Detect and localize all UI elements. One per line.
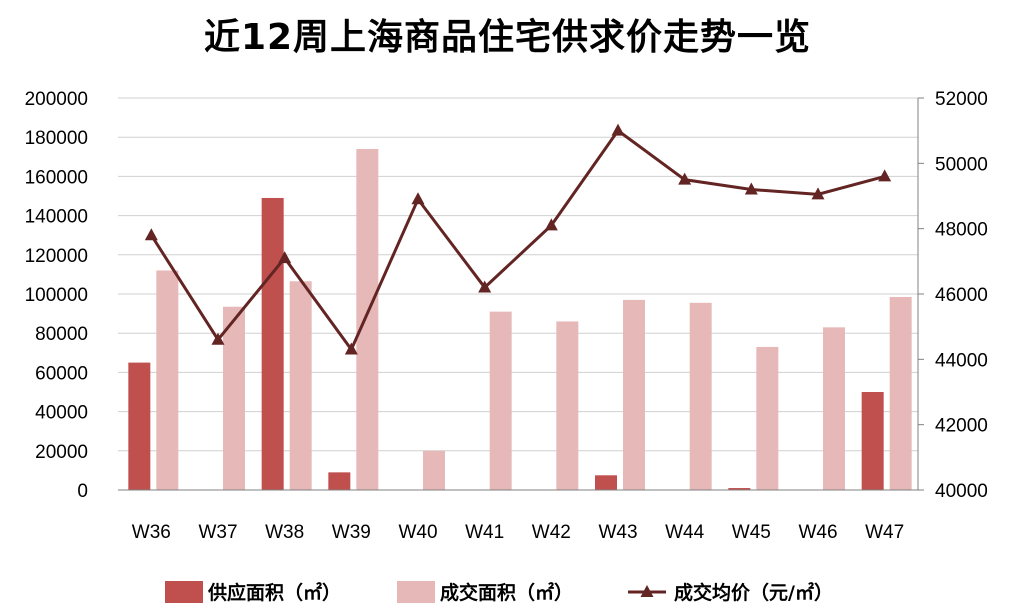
right-tick-label: 48000 bbox=[935, 220, 988, 241]
left-tick-label: 60000 bbox=[35, 363, 88, 384]
right-tick-label: 52000 bbox=[935, 89, 988, 110]
price-point bbox=[611, 123, 625, 136]
price-point bbox=[211, 332, 225, 345]
deal-bar bbox=[556, 321, 579, 490]
supply-bar bbox=[861, 392, 884, 490]
deal-bar bbox=[156, 270, 179, 490]
supply-bar bbox=[128, 362, 151, 490]
category-label: W46 bbox=[798, 522, 837, 543]
category-label: W41 bbox=[465, 522, 504, 543]
price-line-path bbox=[150, 128, 886, 353]
left-tick-label: 200000 bbox=[25, 89, 88, 110]
price-point bbox=[878, 169, 892, 182]
price-point bbox=[344, 342, 358, 355]
legend-label-deal: 成交面积（㎡） bbox=[440, 581, 573, 604]
deal-bar bbox=[689, 302, 712, 490]
right-tick-label: 46000 bbox=[935, 285, 988, 306]
left-tick-label: 20000 bbox=[35, 442, 88, 463]
left-tick-label: 140000 bbox=[25, 207, 88, 228]
left-tick-label: 40000 bbox=[35, 403, 88, 424]
category-label: W40 bbox=[398, 522, 437, 543]
axes bbox=[118, 98, 919, 491]
category-label: W47 bbox=[865, 522, 904, 543]
category-label: W39 bbox=[332, 522, 371, 543]
left-tick-label: 80000 bbox=[35, 324, 88, 345]
category-labels: W36 W37 W38 W39 W40 W41 W42 W43 W44 W45 W46 W47 bbox=[132, 522, 904, 543]
left-tick-label: 120000 bbox=[25, 246, 88, 267]
deal-bar bbox=[223, 306, 245, 490]
price-point bbox=[744, 182, 758, 195]
legend: 供应面积（㎡） 成交面积（㎡） 成交均价（元/㎡） bbox=[165, 581, 833, 604]
supply-bar bbox=[328, 472, 351, 490]
right-tick-label: 44000 bbox=[935, 350, 988, 371]
category-label: W45 bbox=[732, 522, 771, 543]
legend-swatch-supply bbox=[165, 581, 203, 603]
right-axis: 40000 42000 44000 46000 48000 50000 52000 bbox=[918, 89, 988, 502]
legend-label-supply: 供应面积（㎡） bbox=[207, 581, 341, 604]
deal-bar bbox=[423, 450, 445, 490]
legend-swatch-deal bbox=[397, 581, 435, 603]
right-tick-label: 50000 bbox=[935, 154, 988, 175]
deal-bar bbox=[489, 311, 512, 490]
legend-label-price: 成交均价（元/㎡） bbox=[674, 581, 833, 604]
category-label: W42 bbox=[532, 522, 571, 543]
deal-bar bbox=[289, 281, 312, 490]
category-label: W36 bbox=[132, 522, 171, 543]
right-tick-label: 42000 bbox=[935, 416, 988, 437]
price-point bbox=[811, 187, 825, 200]
left-axis: 0 20000 40000 60000 80000 100000 120000 140000 1… bbox=[25, 89, 88, 502]
supply-bar bbox=[728, 488, 751, 490]
legend-swatch-price-marker bbox=[640, 585, 654, 597]
bars bbox=[128, 148, 912, 490]
deal-bar bbox=[756, 346, 779, 490]
price-point bbox=[544, 218, 558, 231]
price-point bbox=[278, 251, 292, 264]
deal-bar bbox=[623, 299, 645, 490]
deal-bar bbox=[356, 148, 379, 490]
right-tick-label: 40000 bbox=[935, 481, 988, 502]
price-point bbox=[411, 192, 425, 205]
left-tick-label: 100000 bbox=[25, 285, 88, 306]
price-point bbox=[678, 172, 692, 185]
price-point bbox=[478, 280, 492, 293]
category-label: W37 bbox=[198, 522, 237, 543]
chart-title: 近12周上海商品住宅供求价走势一览 bbox=[203, 17, 812, 58]
price-line bbox=[144, 123, 892, 355]
deal-bar bbox=[823, 327, 845, 490]
category-label: W43 bbox=[598, 522, 637, 543]
left-tick-label: 0 bbox=[77, 481, 88, 502]
category-label: W38 bbox=[265, 522, 304, 543]
left-tick-label: 180000 bbox=[25, 128, 88, 149]
deal-bar bbox=[889, 296, 912, 490]
category-label: W44 bbox=[665, 522, 705, 543]
price-point bbox=[144, 228, 158, 241]
supply-bar bbox=[595, 475, 617, 490]
left-tick-label: 160000 bbox=[25, 167, 88, 188]
supply-bar bbox=[261, 197, 284, 490]
